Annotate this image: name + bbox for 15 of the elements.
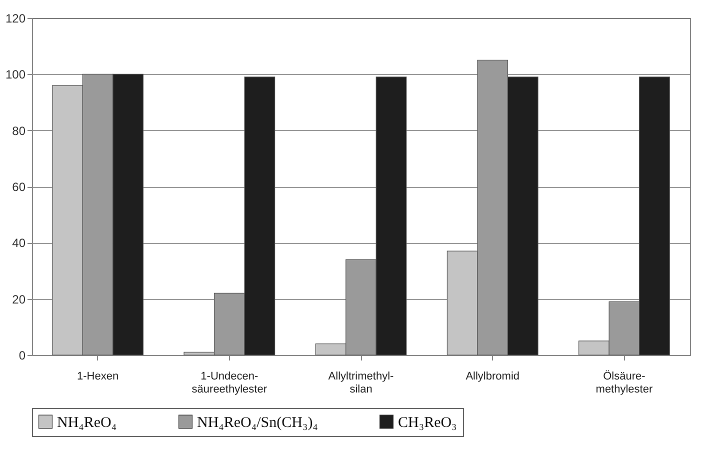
y-tick-label: 0 <box>18 348 26 362</box>
x-tick-label: 1-Hexen <box>77 370 119 382</box>
y-tick-label: 100 <box>5 68 26 82</box>
y-tick-label: 40 <box>12 236 26 250</box>
x-tick-label: Allylbromid <box>466 370 520 382</box>
legend-label: CH₃ReO₃ <box>398 414 457 431</box>
x-tick-label: 1-Undecen- säureethylester <box>192 370 268 396</box>
y-tick-label: 120 <box>5 12 26 26</box>
legend-label: NH₄ReO₄ <box>57 414 117 431</box>
x-tick-label: Allyltrimethyl- silan <box>328 370 394 396</box>
y-tick-label: 60 <box>12 180 26 194</box>
y-tick-label: 20 <box>12 292 26 306</box>
x-tick-label: Ölsäure- methylester <box>596 370 653 396</box>
legend-label: NH₄ReO₄/Sn(CH₃)₄ <box>197 414 318 431</box>
y-tick-label: 80 <box>12 124 26 138</box>
